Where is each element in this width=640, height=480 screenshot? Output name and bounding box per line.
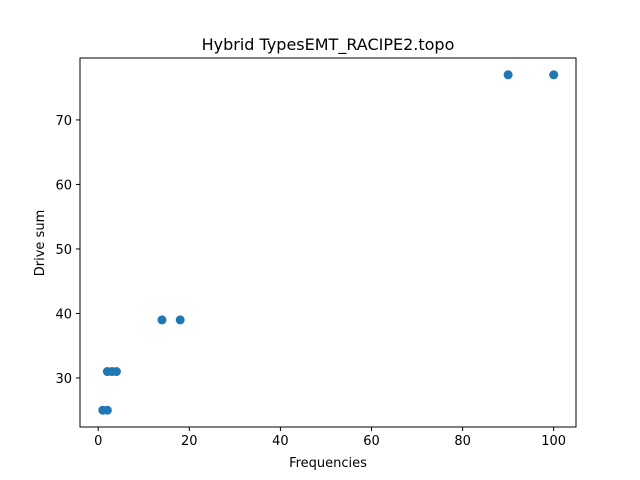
- y-axis-ticks: 30 40 50 60 70: [55, 114, 80, 387]
- data-point: [157, 315, 167, 325]
- y-tick-label: 30: [55, 372, 72, 387]
- y-tick-label: 60: [55, 178, 72, 193]
- data-point: [175, 315, 185, 325]
- y-tick-label: 40: [55, 307, 72, 322]
- y-axis-label: Drive sum: [33, 210, 48, 276]
- y-tick-label: 70: [55, 114, 72, 129]
- data-point: [503, 70, 513, 80]
- data-point: [102, 405, 112, 415]
- y-tick-label: 50: [55, 243, 72, 258]
- x-axis-label: Frequencies: [289, 456, 367, 471]
- data-point: [111, 367, 121, 377]
- x-tick-label: 80: [454, 434, 471, 449]
- plot-area: [79, 57, 577, 428]
- x-tick-label: 0: [94, 434, 102, 449]
- plot-frame: [79, 57, 577, 428]
- x-tick-label: 100: [541, 434, 566, 449]
- x-tick-label: 40: [272, 434, 289, 449]
- x-tick-label: 60: [363, 434, 380, 449]
- x-tick-label: 20: [181, 434, 198, 449]
- chart-title: Hybrid TypesEMT_RACIPE2.topo: [202, 35, 455, 55]
- x-axis-ticks: 0 20 40 60 80 100: [94, 427, 566, 449]
- data-point: [549, 70, 559, 80]
- data-points: [98, 70, 559, 415]
